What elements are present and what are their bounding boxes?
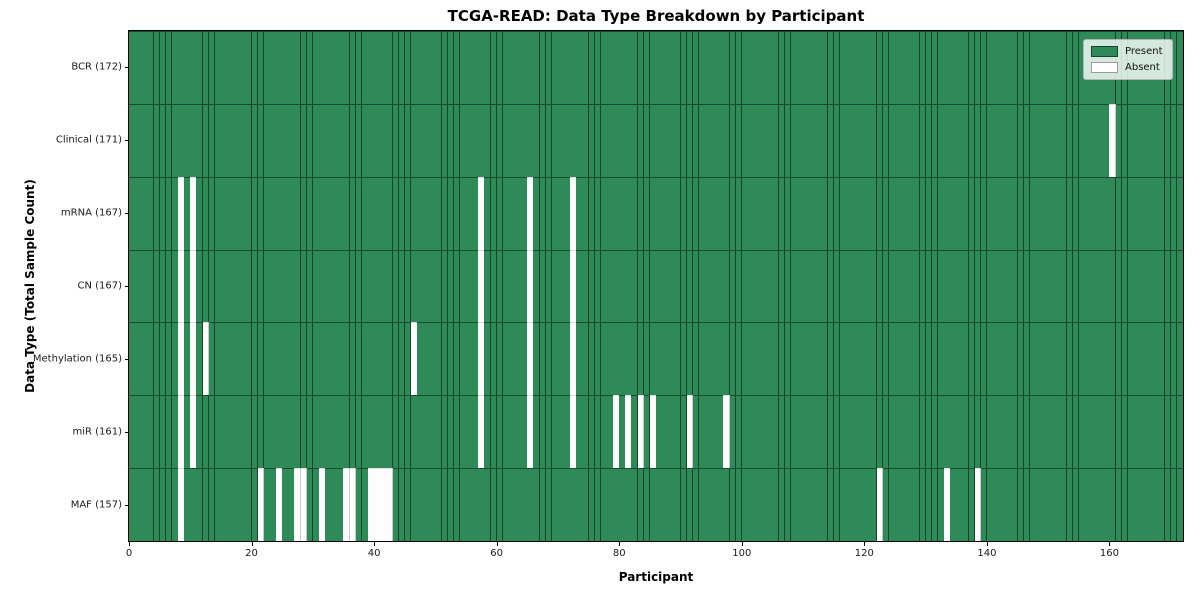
x-tick-mark <box>374 542 376 546</box>
x-tick-mark <box>1109 542 1111 546</box>
x-tick-mark <box>251 542 253 546</box>
heatmap-cell <box>1176 103 1184 178</box>
legend-label-present: Present <box>1125 46 1163 57</box>
y-tick-label: CN (167) <box>77 280 122 292</box>
y-tick-mark <box>125 358 129 360</box>
x-tick-label: 80 <box>612 548 626 559</box>
legend: Present Absent <box>1083 39 1173 80</box>
x-tick-mark <box>496 542 498 546</box>
heatmap-cell <box>1176 468 1184 542</box>
y-tick-label: Clinical (171) <box>55 134 122 146</box>
heatmap-cell <box>1176 176 1184 251</box>
y-tick-mark <box>125 504 129 506</box>
chart-title: TCGA-READ: Data Type Breakdown by Partic… <box>447 7 865 25</box>
x-tick-mark <box>129 542 130 546</box>
y-tick-label: MAF (157) <box>70 499 122 511</box>
legend-entry-absent: Absent <box>1091 62 1163 73</box>
legend-swatch-present-icon <box>1091 46 1118 57</box>
y-tick-mark <box>125 140 129 142</box>
y-tick-label: BCR (172) <box>71 61 122 73</box>
legend-swatch-absent-icon <box>1091 62 1118 73</box>
x-tick-label: 40 <box>367 548 381 559</box>
y-tick-mark <box>125 213 129 215</box>
x-tick-label: 0 <box>125 548 133 559</box>
x-tick-mark <box>864 542 866 546</box>
plot-area <box>129 31 1184 542</box>
y-tick-label: Methylation (165) <box>32 353 122 365</box>
x-tick-label: 120 <box>854 548 874 559</box>
x-tick-mark <box>986 542 988 546</box>
y-tick-mark <box>125 67 129 69</box>
x-tick-label: 20 <box>245 548 258 559</box>
x-tick-mark <box>741 542 743 546</box>
heatmap-cell <box>1176 249 1184 324</box>
y-tick-mark <box>125 431 129 433</box>
legend-label-absent: Absent <box>1125 62 1160 73</box>
y-tick-mark <box>125 286 129 287</box>
x-tick-label: 60 <box>490 548 504 559</box>
x-tick-label: 160 <box>1099 548 1119 559</box>
heatmap-cell <box>1176 31 1184 105</box>
y-tick-label: miR (161) <box>72 426 122 438</box>
x-tick-label: 140 <box>977 548 997 559</box>
heatmap-cell <box>1176 395 1184 469</box>
heatmap-cell <box>1176 322 1184 396</box>
y-tick-label: mRNA (167) <box>60 207 122 219</box>
x-tick-mark <box>619 542 621 546</box>
legend-entry-present: Present <box>1091 46 1163 57</box>
x-axis-label: Participant <box>618 570 694 584</box>
x-tick-label: 100 <box>732 548 752 559</box>
